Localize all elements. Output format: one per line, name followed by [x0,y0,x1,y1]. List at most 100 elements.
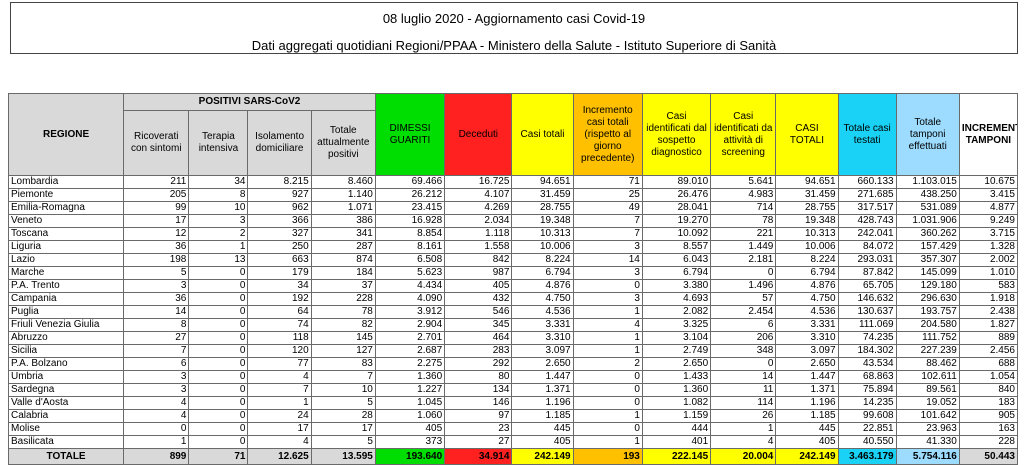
cell-testati: 146.632 [837,292,897,306]
cell-terapia: 0 [188,383,249,397]
cell-screening: 11 [710,383,777,397]
cell-regione: Marche [7,266,125,280]
cell-ricoverati: 7 [123,344,190,358]
cell-terapia: 0 [188,279,249,293]
total-regione: TOTALE [7,448,125,465]
cell-ricoverati: 36 [123,292,190,306]
cell-ricoverati: 3 [123,279,190,293]
cell-regione: Abruzzo [7,331,125,345]
cell-isolamento: 34 [247,279,312,293]
table-row: Friuli Venezia Giulia 8 0 74 82 2.904 345 3.331… [7,318,1019,332]
cell-dimessi: 8.854 [374,227,446,241]
cell-casi-totali-2: 3.097 [775,344,839,358]
cell-casi-totali: 1.371 [511,383,574,397]
cell-dimessi: 23.415 [374,201,446,215]
cell-incremento: 25 [572,188,643,202]
cell-tamponi: 227.239 [895,344,960,358]
table-row: Puglia 14 0 64 78 3.912 546 4.536 1 2.082 2.454 4.5… [7,305,1019,319]
table-row: Umbria 3 0 4 7 1.360 80 1.447 0 1.433 14 1.447 68.86… [7,370,1019,384]
cell-casi-totali: 31.459 [511,188,574,202]
cell-incremento-tamponi: 4.877 [958,201,1019,215]
cell-incremento-tamponi: 1.328 [958,240,1019,254]
cell-incremento-tamponi: 2.456 [958,344,1019,358]
cell-terapia: 0 [188,409,249,423]
cell-sospetto: 2.082 [641,305,712,319]
cell-incremento: 0 [572,422,643,436]
cell-deceduti: 405 [444,279,513,293]
cell-incremento-tamponi: 1.054 [958,370,1019,384]
cell-regione: Sicilia [7,344,125,358]
cell-incremento: 1 [572,435,643,449]
cell-incremento: 1 [572,344,643,358]
cell-incremento: 7 [572,214,643,228]
cell-incremento: 14 [572,253,643,267]
table-row: Campania 36 0 192 228 4.090 432 4.750 3 4.693 57 4.… [7,292,1019,306]
cell-deceduti: 134 [444,383,513,397]
table-row: Sardegna 3 0 7 10 1.227 134 1.371 0 1.360 11 1.371 7… [7,383,1019,397]
cell-screening: 57 [710,292,777,306]
cell-incremento-tamponi: 583 [958,279,1019,293]
cell-isolamento: 192 [247,292,312,306]
cell-deceduti: 546 [444,305,513,319]
cell-incremento: 3 [572,292,643,306]
total-incremento: 193 [572,448,643,465]
cell-totale-positivi: 8.460 [310,175,376,189]
cell-ricoverati: 6 [123,357,190,371]
cell-isolamento: 118 [247,331,312,345]
cell-isolamento: 366 [247,214,312,228]
cell-casi-totali-2: 6.794 [775,266,839,280]
cell-incremento-tamponi: 2.438 [958,305,1019,319]
cell-sospetto: 444 [641,422,712,436]
cell-incremento-tamponi: 1.010 [958,266,1019,280]
table-row: Toscana 12 2 327 341 8.854 1.118 10.313 7 10.092 2… [7,227,1019,241]
report-title: 08 luglio 2020 - Aggiornamento casi Covi… [382,11,646,26]
cell-ricoverati: 205 [123,188,190,202]
cell-incremento-tamponi: 840 [958,383,1019,397]
header-isolamento: Isolamento domiciliare [247,110,312,176]
cell-regione: Friuli Venezia Giulia [7,318,125,332]
cell-isolamento: 77 [247,357,312,371]
cell-tamponi: 1.103.015 [895,175,960,189]
cell-tamponi: 88.462 [895,357,960,371]
cell-deceduti: 16.725 [444,175,513,189]
cell-casi-totali-2: 4.536 [775,305,839,319]
cell-testati: 184.302 [837,344,897,358]
cell-regione: Molise [7,422,125,436]
cell-deceduti: 432 [444,292,513,306]
table-row: Abruzzo 27 0 118 145 2.701 464 3.310 1 3.104 206 3.… [7,331,1019,345]
cell-sospetto: 401 [641,435,712,449]
cell-screening: 2.181 [710,253,777,267]
cell-terapia: 2 [188,227,249,241]
cell-screening: 714 [710,201,777,215]
table-row: Basilicata 1 0 4 5 373 27 405 1 401 4 405 40.550 41.3… [7,435,1019,449]
cell-isolamento: 120 [247,344,312,358]
cell-casi-totali: 19.348 [511,214,574,228]
cell-totale-positivi: 287 [310,240,376,254]
total-casi-totali: 242.149 [511,448,574,465]
cell-isolamento: 64 [247,305,312,319]
cell-tamponi: 89.561 [895,383,960,397]
report-subtitle: Dati aggregati quotidiani Regioni/PPAA -… [251,38,777,53]
cell-dimessi: 2.687 [374,344,446,358]
cell-casi-totali-2: 445 [775,422,839,436]
cell-sospetto: 1.159 [641,409,712,423]
cell-totale-positivi: 10 [310,383,376,397]
cell-casi-totali-2: 8.224 [775,253,839,267]
cell-dimessi: 1.060 [374,409,446,423]
cell-testati: 428.743 [837,214,897,228]
cell-deceduti: 2.034 [444,214,513,228]
cell-incremento-tamponi: 688 [958,357,1019,371]
header-positivi-group: POSITIVI SARS-CoV2 [123,93,376,111]
cell-casi-totali: 4.536 [511,305,574,319]
cell-casi-totali: 1.447 [511,370,574,384]
cell-terapia: 0 [188,266,249,280]
cell-incremento: 4 [572,318,643,332]
cell-deceduti: 1.558 [444,240,513,254]
cell-deceduti: 1.118 [444,227,513,241]
cell-terapia: 0 [188,422,249,436]
header-ricoverati: Ricoverati con sintomi [123,110,190,176]
cell-testati: 271.685 [837,188,897,202]
cell-regione: Emilia-Romagna [7,201,125,215]
total-tamponi: 5.754.116 [895,448,960,465]
cell-screening: 114 [710,396,777,410]
